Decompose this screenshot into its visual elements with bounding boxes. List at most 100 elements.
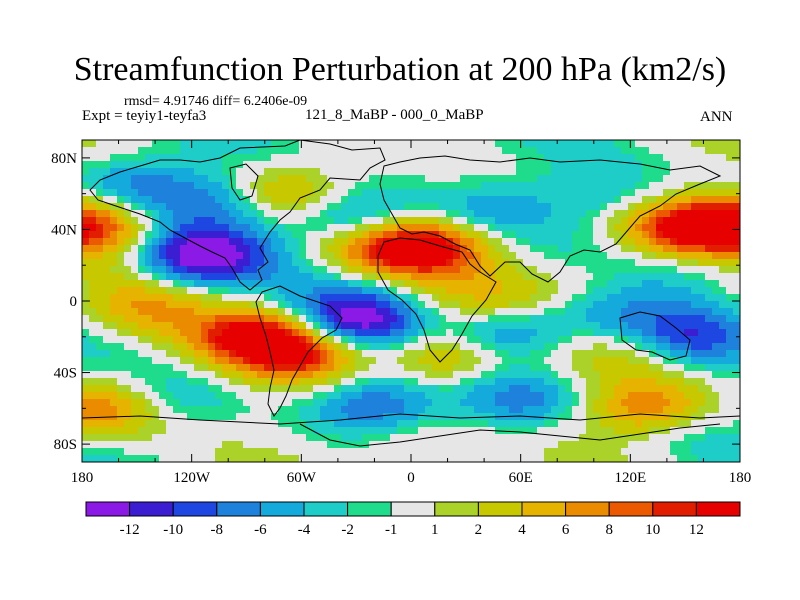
field-cell — [523, 196, 531, 204]
field-cell — [593, 406, 601, 414]
field-cell — [285, 448, 293, 456]
field-cell — [607, 245, 615, 253]
field-cell — [677, 154, 685, 162]
field-cell — [278, 455, 286, 462]
field-cell — [264, 364, 272, 372]
field-cell — [488, 287, 496, 295]
field-cell — [320, 154, 328, 162]
field-cell — [159, 175, 167, 183]
field-cell — [663, 322, 671, 330]
field-cell — [292, 322, 300, 330]
field-cell — [712, 140, 720, 148]
field-cell — [481, 399, 489, 407]
field-cell — [201, 322, 209, 330]
field-cell — [439, 336, 447, 344]
field-cell — [341, 448, 349, 456]
field-cell — [726, 280, 734, 288]
field-cell — [138, 434, 146, 442]
field-cell — [523, 217, 531, 225]
field-cell — [656, 210, 664, 218]
field-cell — [432, 385, 440, 393]
field-cell — [334, 350, 342, 358]
field-cell — [649, 189, 657, 197]
field-cell — [614, 371, 622, 379]
field-cell — [719, 287, 727, 295]
field-cell — [355, 224, 363, 232]
field-cell — [530, 294, 538, 302]
field-cell — [292, 280, 300, 288]
field-cell — [593, 273, 601, 281]
field-cell — [138, 336, 146, 344]
field-cell — [369, 308, 377, 316]
field-cell — [649, 203, 657, 211]
field-cell — [103, 392, 111, 400]
field-cell — [488, 455, 496, 462]
field-cell — [719, 280, 727, 288]
field-cell — [138, 427, 146, 435]
field-cell — [82, 350, 90, 358]
field-cell — [726, 399, 734, 407]
field-cell — [572, 406, 580, 414]
field-cell — [425, 259, 433, 267]
field-cell — [313, 224, 321, 232]
field-cell — [572, 322, 580, 330]
field-cell — [642, 336, 650, 344]
field-cell — [110, 357, 118, 365]
field-cell — [229, 231, 237, 239]
field-cell — [117, 147, 125, 155]
field-cell — [425, 245, 433, 253]
field-cell — [180, 161, 188, 169]
field-cell — [621, 350, 629, 358]
field-cell — [341, 273, 349, 281]
field-cell — [124, 322, 132, 330]
field-cell — [334, 189, 342, 197]
field-cell — [698, 448, 706, 456]
field-cell — [404, 224, 412, 232]
field-cell — [432, 280, 440, 288]
field-cell — [243, 224, 251, 232]
field-cell — [705, 315, 713, 323]
field-cell — [299, 294, 307, 302]
field-cell — [502, 266, 510, 274]
field-cell — [376, 189, 384, 197]
field-cell — [502, 322, 510, 330]
field-cell — [544, 427, 552, 435]
field-cell — [222, 322, 230, 330]
field-cell — [362, 315, 370, 323]
field-cell — [82, 245, 90, 253]
field-cell — [432, 168, 440, 176]
field-cell — [131, 420, 139, 428]
field-cell — [586, 203, 594, 211]
field-cell — [348, 455, 356, 462]
field-cell — [705, 245, 713, 253]
field-cell — [537, 224, 545, 232]
field-cell — [215, 434, 223, 442]
field-cell — [530, 217, 538, 225]
field-cell — [96, 189, 104, 197]
field-cell — [481, 154, 489, 162]
field-cell — [516, 147, 524, 155]
field-cell — [320, 287, 328, 295]
field-cell — [663, 161, 671, 169]
field-cell — [565, 280, 573, 288]
field-cell — [264, 266, 272, 274]
field-cell — [733, 413, 740, 421]
field-cell — [194, 189, 202, 197]
field-cell — [656, 245, 664, 253]
field-cell — [390, 448, 398, 456]
field-cell — [460, 245, 468, 253]
field-cell — [152, 448, 160, 456]
field-cell — [250, 224, 258, 232]
field-cell — [292, 343, 300, 351]
field-cell — [523, 203, 531, 211]
field-cell — [383, 336, 391, 344]
field-cell — [187, 427, 195, 435]
field-cell — [481, 350, 489, 358]
field-cell — [607, 217, 615, 225]
field-cell — [341, 378, 349, 386]
field-cell — [432, 322, 440, 330]
field-cell — [243, 140, 251, 148]
field-cell — [446, 378, 454, 386]
field-cell — [292, 245, 300, 253]
field-cell — [733, 224, 740, 232]
